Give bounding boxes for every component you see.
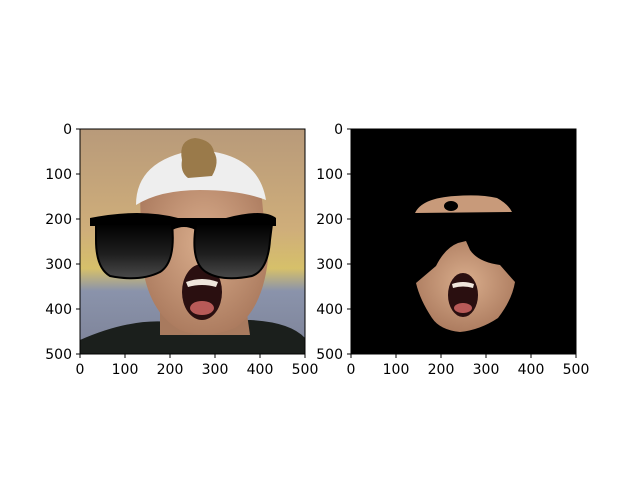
left-y-tick-label: 400	[45, 302, 72, 318]
right-y-tick-label: 500	[316, 347, 343, 363]
tongue	[190, 301, 214, 315]
left-x-tick-label: 200	[157, 362, 184, 378]
right-y-tick-label: 0	[334, 122, 343, 138]
right-x-tick-label: 200	[428, 362, 455, 378]
forehead-region	[415, 195, 512, 213]
right-x-tick-label: 100	[383, 362, 410, 378]
right-x-tick-label: 400	[518, 362, 545, 378]
left-image-panel	[80, 129, 305, 354]
left-x-tick-label: 300	[202, 362, 229, 378]
left-y-tick-label: 300	[45, 257, 72, 273]
left-x-tick-label: 500	[292, 362, 319, 378]
mask-hole	[444, 201, 458, 211]
right-y-tick-label: 100	[316, 167, 343, 183]
sunglasses	[90, 213, 276, 280]
right-y-tick-label: 300	[316, 257, 343, 273]
right-axes-frame	[350, 128, 577, 355]
left-y-tick-label: 0	[63, 122, 72, 138]
left-y-tick-label: 500	[45, 347, 72, 363]
mask-teeth	[452, 282, 474, 288]
right-y-tick-label: 200	[316, 212, 343, 228]
left-x-tick-label: 0	[76, 362, 85, 378]
right-x-tick-label: 300	[473, 362, 500, 378]
mask-tongue	[454, 303, 472, 313]
cap	[136, 150, 266, 205]
right-image-panel	[351, 129, 576, 354]
left-y-tick-label: 100	[45, 167, 72, 183]
left-y-tick-label: 200	[45, 212, 72, 228]
teeth	[186, 279, 218, 287]
left-x-tick-label: 400	[247, 362, 274, 378]
right-x-tick-label: 0	[347, 362, 356, 378]
hair	[181, 138, 217, 178]
left-x-tick-label: 100	[112, 362, 139, 378]
right-x-tick-label: 500	[563, 362, 590, 378]
left-axes-frame	[79, 128, 306, 355]
right-y-tick-label: 400	[316, 302, 343, 318]
